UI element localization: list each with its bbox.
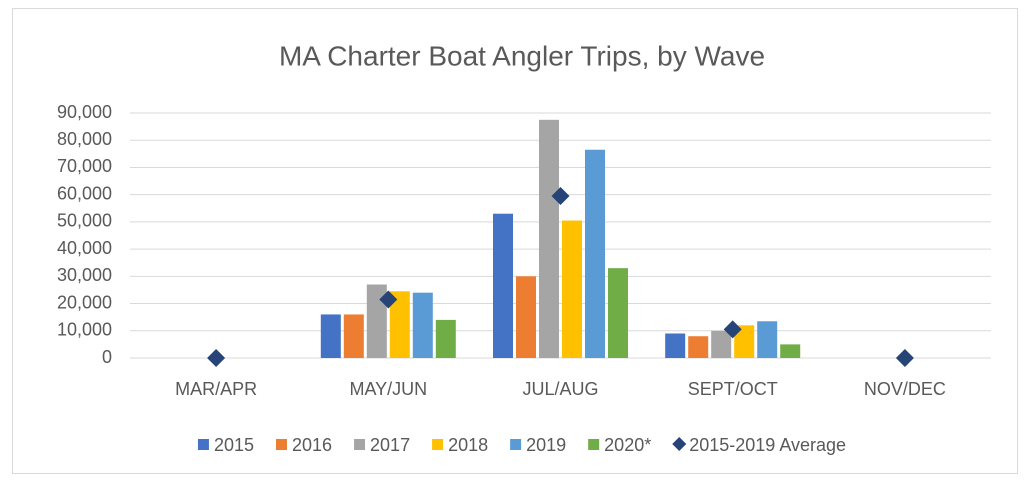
y-tick-label: 80,000 (57, 129, 112, 149)
y-tick-label: 10,000 (57, 320, 112, 340)
average-marker (551, 187, 570, 206)
bar (343, 314, 364, 358)
legend-symbol (197, 439, 209, 450)
y-tick-label: 60,000 (57, 183, 112, 203)
chart-frame (12, 8, 1018, 474)
legend-label: 2016 (292, 435, 332, 455)
y-tick-label: 70,000 (57, 156, 112, 176)
y-tick-label: 20,000 (57, 292, 112, 312)
x-tick-label: NOV/DEC (864, 379, 946, 399)
bar (585, 149, 605, 358)
x-tick-label: JUL/AUG (522, 379, 598, 399)
average-marker (379, 290, 398, 309)
x-tick-label: SEPT/OCT (688, 379, 778, 399)
bar (435, 319, 456, 358)
bar (757, 321, 778, 358)
bar (688, 336, 709, 358)
y-tick-label: 30,000 (57, 265, 112, 285)
average-marker (207, 349, 226, 367)
y-tick-label: 50,000 (57, 211, 112, 231)
y-tick-label: 40,000 (57, 238, 112, 258)
legend-label: 2017 (370, 435, 410, 455)
y-tick-label: 0 (102, 347, 112, 367)
x-tick-label: MAR/APR (175, 379, 257, 399)
bar (516, 276, 536, 358)
bar (412, 292, 433, 358)
legend-symbol (588, 439, 600, 450)
legend-symbol (432, 439, 444, 450)
average-marker (895, 349, 914, 367)
bar (734, 325, 755, 358)
legend-label: 2019 (526, 435, 566, 455)
bar (780, 344, 801, 358)
average-marker (723, 320, 742, 339)
bar (320, 314, 341, 358)
bar (389, 291, 410, 358)
legend-label: 2015-2019 Average (689, 435, 846, 455)
bar (366, 284, 387, 358)
bar (562, 220, 582, 358)
bar (711, 330, 732, 358)
legend-symbol (672, 437, 687, 451)
y-tick-label: 90,000 (57, 102, 112, 122)
bar (665, 333, 686, 358)
bar (608, 268, 628, 358)
legend-label: 2015 (214, 435, 254, 455)
chart-title: MA Charter Boat Angler Trips, by Wave (279, 40, 765, 71)
legend-label: 2020* (604, 435, 651, 455)
legend-label: 2018 (448, 435, 488, 455)
bar (493, 213, 513, 358)
bar (539, 119, 559, 358)
legend-symbol (275, 439, 287, 450)
legend-symbol (354, 439, 366, 450)
x-tick-label: MAY/JUN (349, 379, 427, 399)
legend-symbol (510, 439, 522, 450)
